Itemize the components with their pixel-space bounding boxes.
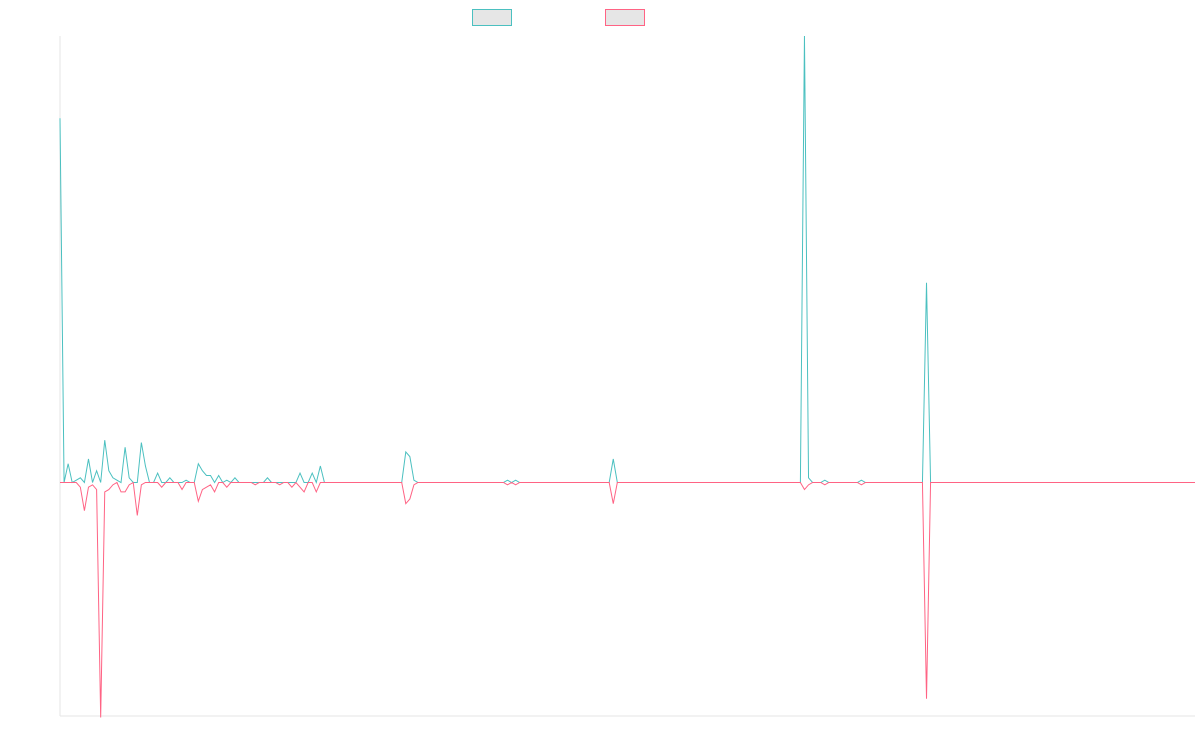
legend-swatch-2[interactable] xyxy=(605,9,645,26)
series-group xyxy=(59,35,1195,718)
axes xyxy=(59,36,1195,717)
series-1 xyxy=(59,35,1195,485)
series-2 xyxy=(60,481,1195,718)
legend xyxy=(472,9,645,26)
series-2-line xyxy=(60,481,1195,718)
legend-swatch-1[interactable] xyxy=(472,9,512,26)
series-1-line xyxy=(59,35,1195,485)
